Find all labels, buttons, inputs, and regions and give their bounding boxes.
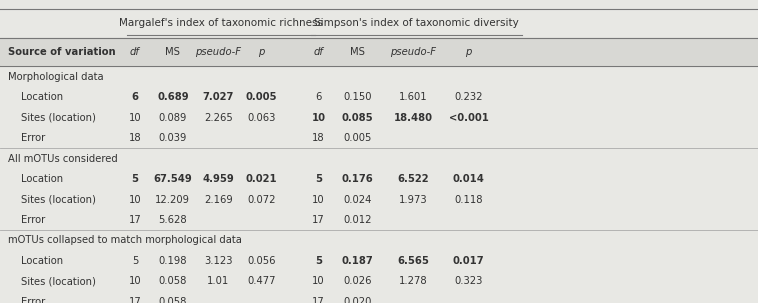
Text: Error: Error xyxy=(21,297,45,303)
Text: 0.024: 0.024 xyxy=(343,195,372,205)
Text: 10: 10 xyxy=(312,195,324,205)
Text: 0.150: 0.150 xyxy=(343,92,372,102)
Text: All mOTUs considered: All mOTUs considered xyxy=(8,154,117,164)
Bar xyxy=(0,230,758,251)
Text: 17: 17 xyxy=(129,297,141,303)
Bar xyxy=(0,291,758,303)
Text: 0.058: 0.058 xyxy=(158,276,187,286)
Text: 0.056: 0.056 xyxy=(247,256,276,266)
Text: 0.005: 0.005 xyxy=(246,92,277,102)
Text: Sites (location): Sites (location) xyxy=(21,113,96,123)
Text: 17: 17 xyxy=(312,215,324,225)
Text: 1.01: 1.01 xyxy=(207,276,230,286)
Bar xyxy=(0,66,758,87)
Text: Sites (location): Sites (location) xyxy=(21,195,96,205)
Text: Simpson's index of taxonomic diversity: Simpson's index of taxonomic diversity xyxy=(314,18,518,28)
Bar xyxy=(0,210,758,230)
Text: 10: 10 xyxy=(129,113,141,123)
Text: 0.020: 0.020 xyxy=(343,297,372,303)
Text: pseudo-F: pseudo-F xyxy=(196,47,241,57)
Text: 10: 10 xyxy=(129,276,141,286)
Text: 0.072: 0.072 xyxy=(247,195,276,205)
Text: 0.089: 0.089 xyxy=(158,113,187,123)
Bar xyxy=(0,128,758,148)
Text: 18: 18 xyxy=(312,133,324,143)
Text: 17: 17 xyxy=(312,297,324,303)
Text: 18: 18 xyxy=(129,133,141,143)
Text: 0.021: 0.021 xyxy=(246,174,277,184)
Text: 0.477: 0.477 xyxy=(247,276,276,286)
Text: 2.265: 2.265 xyxy=(204,113,233,123)
Text: 1.278: 1.278 xyxy=(399,276,428,286)
Text: 1.973: 1.973 xyxy=(399,195,428,205)
Text: 18.480: 18.480 xyxy=(393,113,433,123)
Bar xyxy=(0,148,758,169)
Text: Error: Error xyxy=(21,215,45,225)
Bar xyxy=(0,9,758,38)
Bar xyxy=(0,108,758,128)
Text: <0.001: <0.001 xyxy=(449,113,488,123)
Text: Sites (location): Sites (location) xyxy=(21,276,96,286)
Text: 0.039: 0.039 xyxy=(158,133,187,143)
Text: 0.063: 0.063 xyxy=(247,113,276,123)
Bar xyxy=(0,169,758,189)
Text: Location: Location xyxy=(21,256,64,266)
Text: 0.323: 0.323 xyxy=(454,276,483,286)
Text: 6: 6 xyxy=(315,92,321,102)
Text: 0.198: 0.198 xyxy=(158,256,187,266)
Bar xyxy=(0,87,758,108)
Text: 17: 17 xyxy=(129,215,141,225)
Text: 0.689: 0.689 xyxy=(157,92,189,102)
Text: 5: 5 xyxy=(132,256,138,266)
Text: Error: Error xyxy=(21,133,45,143)
Text: Margalef's index of taxonomic richness: Margalef's index of taxonomic richness xyxy=(119,18,323,28)
Bar xyxy=(0,271,758,291)
Text: 0.026: 0.026 xyxy=(343,276,372,286)
Text: 6: 6 xyxy=(131,92,139,102)
Bar xyxy=(0,251,758,271)
Bar xyxy=(0,38,758,66)
Text: 1.601: 1.601 xyxy=(399,92,428,102)
Text: 0.085: 0.085 xyxy=(342,113,374,123)
Text: 5: 5 xyxy=(131,174,139,184)
Bar xyxy=(0,189,758,210)
Text: mOTUs collapsed to match morphological data: mOTUs collapsed to match morphological d… xyxy=(8,235,242,245)
Text: Location: Location xyxy=(21,92,64,102)
Text: 5: 5 xyxy=(315,256,322,266)
Text: 0.005: 0.005 xyxy=(343,133,372,143)
Text: 12.209: 12.209 xyxy=(155,195,190,205)
Text: 0.058: 0.058 xyxy=(158,297,187,303)
Text: 5: 5 xyxy=(315,174,322,184)
Text: 0.176: 0.176 xyxy=(342,174,374,184)
Text: 0.187: 0.187 xyxy=(342,256,374,266)
Text: 0.017: 0.017 xyxy=(453,256,484,266)
Text: 0.014: 0.014 xyxy=(453,174,484,184)
Text: 5.628: 5.628 xyxy=(158,215,187,225)
Text: 0.012: 0.012 xyxy=(343,215,372,225)
Text: df: df xyxy=(130,47,140,57)
Text: MS: MS xyxy=(165,47,180,57)
Text: MS: MS xyxy=(350,47,365,57)
Text: 6.522: 6.522 xyxy=(397,174,429,184)
Text: df: df xyxy=(313,47,324,57)
Text: 0.232: 0.232 xyxy=(454,92,483,102)
Text: 6.565: 6.565 xyxy=(397,256,429,266)
Text: 10: 10 xyxy=(312,113,325,123)
Text: 4.959: 4.959 xyxy=(202,174,234,184)
Text: Source of variation: Source of variation xyxy=(8,47,115,57)
Text: 10: 10 xyxy=(129,195,141,205)
Text: pseudo-F: pseudo-F xyxy=(390,47,436,57)
Text: Morphological data: Morphological data xyxy=(8,72,103,82)
Text: 10: 10 xyxy=(312,276,324,286)
Text: 3.123: 3.123 xyxy=(204,256,233,266)
Text: p: p xyxy=(258,47,265,57)
Text: 67.549: 67.549 xyxy=(153,174,193,184)
Text: Location: Location xyxy=(21,174,64,184)
Text: 2.169: 2.169 xyxy=(204,195,233,205)
Text: 7.027: 7.027 xyxy=(202,92,234,102)
Text: p: p xyxy=(465,47,471,57)
Text: 0.118: 0.118 xyxy=(454,195,483,205)
